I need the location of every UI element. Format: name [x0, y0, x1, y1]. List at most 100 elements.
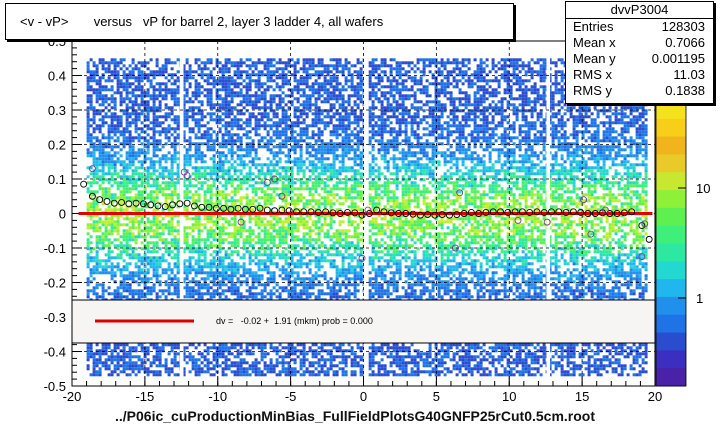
heatmap-cell	[92, 247, 96, 251]
heatmap-cell	[221, 247, 225, 251]
heatmap-cell	[182, 160, 186, 164]
heatmap-cell	[278, 256, 282, 260]
heatmap-cell	[182, 94, 186, 98]
heatmap-cell	[227, 100, 231, 104]
heatmap-cell	[248, 169, 252, 173]
heatmap-cell	[110, 265, 114, 269]
heatmap-cell	[290, 127, 294, 131]
heatmap-cell	[293, 187, 297, 191]
heatmap-cell	[173, 286, 177, 290]
heatmap-cell	[104, 349, 108, 353]
heatmap-cell	[242, 178, 246, 182]
heatmap-cell	[128, 163, 132, 167]
heatmap-cell	[287, 217, 291, 221]
heatmap-cell	[290, 103, 294, 107]
heatmap-cell	[98, 235, 102, 239]
heatmap-cell	[107, 109, 111, 113]
heatmap-cell	[245, 187, 249, 191]
heatmap-cell	[164, 343, 168, 347]
heatmap-cell	[218, 274, 222, 278]
heatmap-cell	[281, 256, 285, 260]
heatmap-cell	[134, 121, 138, 125]
heatmap-cell	[260, 229, 264, 233]
heatmap-cell	[269, 160, 273, 164]
heatmap-cell	[176, 88, 180, 92]
heatmap-cell	[176, 133, 180, 137]
heatmap-cell	[149, 361, 153, 365]
heatmap-cell	[155, 196, 159, 200]
heatmap-cell	[191, 238, 195, 242]
heatmap-cell	[101, 283, 105, 287]
heatmap-cell	[251, 148, 255, 152]
heatmap-cell	[152, 166, 156, 170]
heatmap-cell	[275, 295, 279, 299]
heatmap-cell	[92, 73, 96, 77]
heatmap-cell	[140, 259, 144, 263]
heatmap-cell	[248, 271, 252, 275]
heatmap-cell	[209, 253, 213, 257]
heatmap-cell	[272, 166, 276, 170]
heatmap-cell	[299, 256, 303, 260]
heatmap-cell	[185, 232, 189, 236]
heatmap-cell	[86, 190, 90, 194]
heatmap-cell	[206, 100, 210, 104]
heatmap-cell	[125, 265, 129, 269]
heatmap-cell	[146, 262, 150, 266]
heatmap-cell	[302, 232, 306, 236]
heatmap-cell	[236, 91, 240, 95]
heatmap-cell	[140, 358, 144, 362]
heatmap-cell	[116, 181, 120, 185]
heatmap-cell	[170, 109, 174, 113]
heatmap-cell	[263, 109, 267, 113]
heatmap-cell	[116, 286, 120, 290]
heatmap-cell	[248, 97, 252, 101]
heatmap-cell	[119, 181, 123, 185]
heatmap-cell	[95, 109, 99, 113]
heatmap-cell	[107, 196, 111, 200]
heatmap-cell	[284, 196, 288, 200]
heatmap-cell	[269, 256, 273, 260]
heatmap-cell	[113, 271, 117, 275]
heatmap-cell	[134, 88, 138, 92]
heatmap-cell	[152, 190, 156, 194]
heatmap-cell	[113, 166, 117, 170]
heatmap-cell	[137, 184, 141, 188]
heatmap-cell	[143, 247, 147, 251]
heatmap-cell	[212, 160, 216, 164]
heatmap-cell	[230, 250, 234, 254]
heatmap-cell	[302, 286, 306, 290]
heatmap-cell	[290, 160, 294, 164]
heatmap-cell	[140, 241, 144, 245]
heatmap-cell	[152, 94, 156, 98]
heatmap-cell	[122, 247, 126, 251]
heatmap-cell	[167, 205, 171, 209]
heatmap-cell	[278, 349, 282, 353]
heatmap-cell	[176, 277, 180, 281]
heatmap-cell	[110, 148, 114, 152]
heatmap-cell	[203, 208, 207, 212]
heatmap-cell	[164, 238, 168, 242]
heatmap-cell	[287, 349, 291, 353]
heatmap-cell	[236, 118, 240, 122]
heatmap-cell	[194, 145, 198, 149]
heatmap-cell	[167, 91, 171, 95]
heatmap-cell	[245, 91, 249, 95]
heatmap-cell	[194, 226, 198, 230]
heatmap-cell	[182, 67, 186, 71]
heatmap-cell	[242, 133, 246, 137]
heatmap-cell	[209, 235, 213, 239]
heatmap-cell	[122, 85, 126, 89]
heatmap-cell	[281, 166, 285, 170]
heatmap-cell	[137, 103, 141, 107]
heatmap-cell	[299, 157, 303, 161]
heatmap-cell	[128, 157, 132, 161]
heatmap-cell	[260, 217, 264, 221]
heatmap-cell	[194, 280, 198, 284]
heatmap-cell	[194, 157, 198, 161]
heatmap-cell	[98, 283, 102, 287]
heatmap-cell	[170, 106, 174, 110]
heatmap-cell	[224, 238, 228, 242]
heatmap-cell	[155, 187, 159, 191]
heatmap-cell	[227, 148, 231, 152]
heatmap-cell	[215, 103, 219, 107]
